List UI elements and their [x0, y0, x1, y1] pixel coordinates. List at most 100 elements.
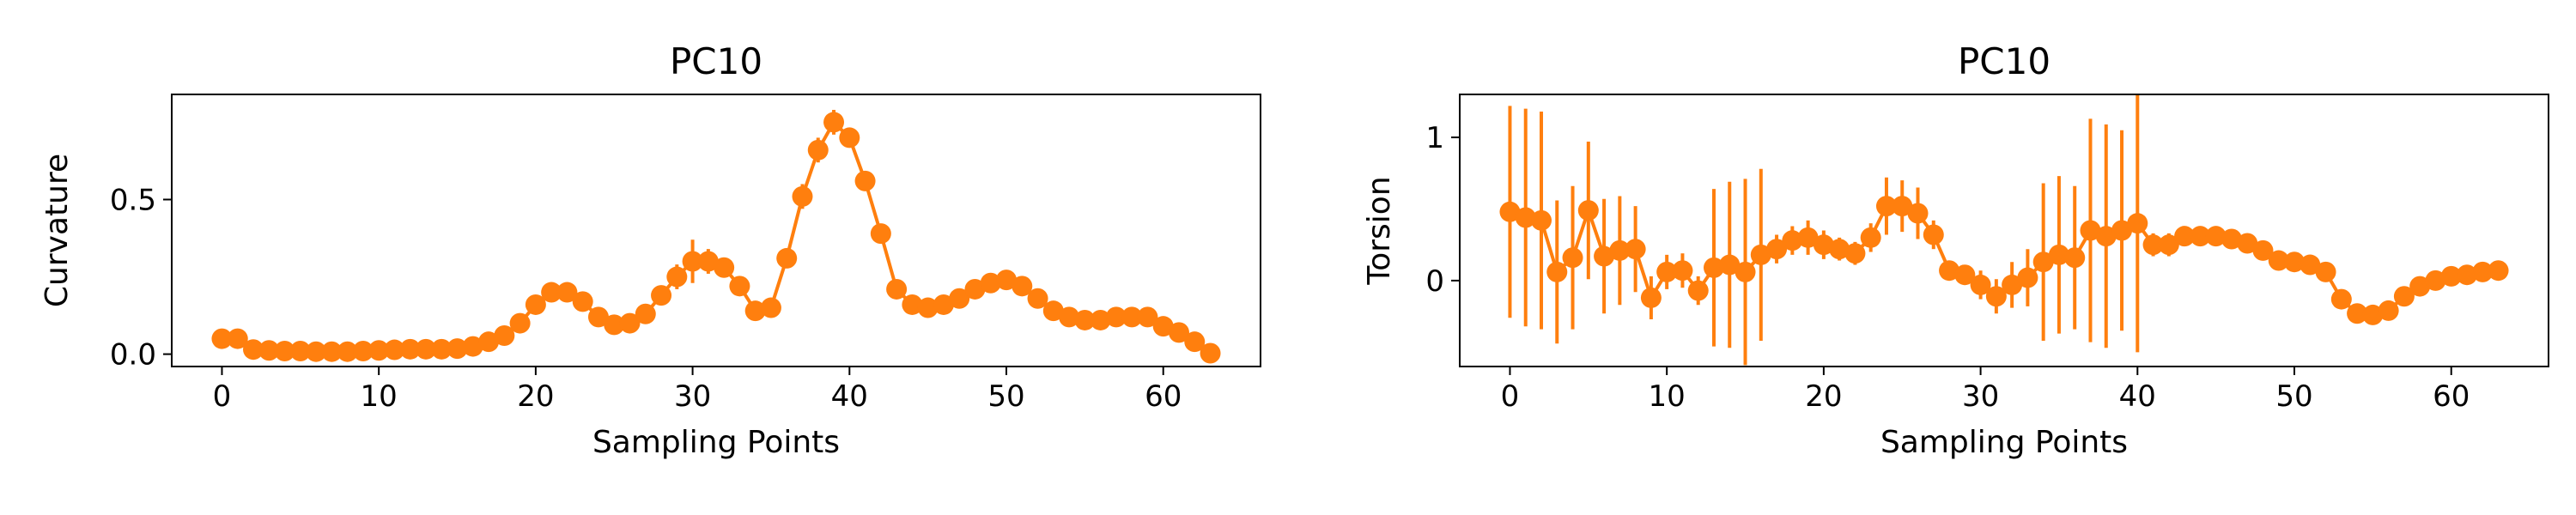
data-point — [1152, 316, 1174, 337]
data-point — [1719, 254, 1741, 276]
data-point — [1892, 196, 1913, 217]
data-point — [1939, 260, 1960, 282]
plot-frame — [1459, 94, 2549, 367]
x-tick-label: 30 — [674, 379, 711, 414]
data-point — [917, 297, 939, 318]
data-point — [823, 112, 845, 133]
data-point — [556, 282, 578, 303]
data-point — [1860, 227, 1881, 248]
data-point — [839, 127, 860, 148]
data-point — [2425, 270, 2446, 291]
data-point — [525, 294, 546, 315]
data-point — [431, 338, 453, 360]
series-0 — [1499, 94, 2509, 366]
plot-frame — [171, 94, 1261, 367]
data-point — [289, 340, 311, 361]
data-point — [306, 341, 327, 362]
x-axis-label: Sampling Points — [1880, 425, 2128, 460]
data-point — [1499, 201, 1521, 222]
data-point — [1829, 239, 1850, 260]
data-point — [666, 266, 688, 288]
data-point — [1923, 224, 1944, 245]
data-point — [2393, 286, 2415, 307]
data-point — [2347, 303, 2368, 324]
x-tick-label: 60 — [2433, 379, 2470, 414]
data-point — [2300, 254, 2321, 276]
data-point — [541, 282, 562, 303]
data-point — [651, 285, 672, 306]
chart-title: PC10 — [670, 40, 762, 82]
data-point — [2221, 228, 2242, 250]
data-point — [729, 276, 750, 297]
series-0 — [211, 110, 1221, 364]
data-point — [587, 306, 609, 328]
data-point — [321, 341, 343, 362]
data-point — [1577, 200, 1599, 221]
y-tick-label: 0.0 — [110, 338, 156, 373]
data-point — [1687, 280, 1709, 301]
data-point — [1137, 306, 1158, 328]
data-point — [635, 303, 656, 324]
data-point — [1012, 276, 1033, 297]
data-point — [697, 251, 719, 272]
data-point — [1750, 244, 1771, 265]
data-point — [572, 291, 593, 312]
data-point — [1200, 342, 1221, 364]
data-point — [870, 223, 891, 245]
data-point — [886, 278, 908, 300]
data-point — [1907, 203, 1929, 224]
data-point — [1640, 287, 1662, 308]
x-tick-label: 50 — [2275, 379, 2312, 414]
data-point — [1515, 207, 1536, 228]
data-point — [2315, 261, 2336, 282]
y-tick-label: 0 — [1425, 264, 1444, 299]
data-point — [227, 328, 248, 349]
data-point — [1531, 209, 1552, 231]
data-point — [1594, 245, 1615, 267]
data-point — [2158, 234, 2179, 256]
y-tick-label: 0.5 — [110, 183, 156, 217]
data-point — [352, 340, 374, 361]
data-point — [1844, 243, 1866, 264]
data-point — [258, 340, 280, 361]
data-point — [933, 294, 954, 315]
x-tick-label: 40 — [831, 379, 868, 414]
data-point — [447, 338, 468, 360]
data-point — [964, 278, 986, 300]
data-point — [2095, 226, 2117, 247]
y-axis-label: Torsion — [1362, 176, 1397, 285]
data-point — [384, 339, 405, 360]
data-point — [2284, 251, 2306, 273]
x-tick-label: 10 — [1649, 379, 1686, 414]
data-point — [2048, 244, 2069, 265]
data-point — [1121, 306, 1143, 328]
data-point — [619, 312, 641, 334]
data-point — [682, 251, 703, 272]
data-point — [2409, 276, 2431, 297]
data-point — [2472, 261, 2494, 282]
data-point — [1703, 257, 1724, 278]
data-point — [949, 288, 970, 309]
data-point — [1797, 227, 1819, 248]
x-tick-label: 60 — [1145, 379, 1182, 414]
data-point — [1954, 264, 1976, 286]
y-axis-label: Curvature — [39, 154, 75, 307]
x-tick-label: 10 — [361, 379, 398, 414]
data-point — [509, 312, 531, 334]
data-point — [744, 300, 766, 322]
data-point — [1766, 239, 1788, 260]
torsion-chart: PC10 0 10 20 30 40 50 60 0 1 Sampling Points Torsio… — [1362, 40, 2549, 460]
data-point — [462, 336, 483, 357]
data-point — [714, 257, 735, 278]
data-point — [2488, 260, 2509, 282]
data-point — [1985, 286, 2007, 307]
data-point — [1184, 331, 1206, 353]
data-point — [1074, 309, 1096, 330]
data-point — [1625, 239, 1646, 260]
x-tick-label: 30 — [1962, 379, 1999, 414]
data-point — [2080, 220, 2101, 241]
data-point — [2268, 250, 2289, 271]
data-point — [1672, 260, 1693, 282]
data-point — [902, 294, 923, 315]
